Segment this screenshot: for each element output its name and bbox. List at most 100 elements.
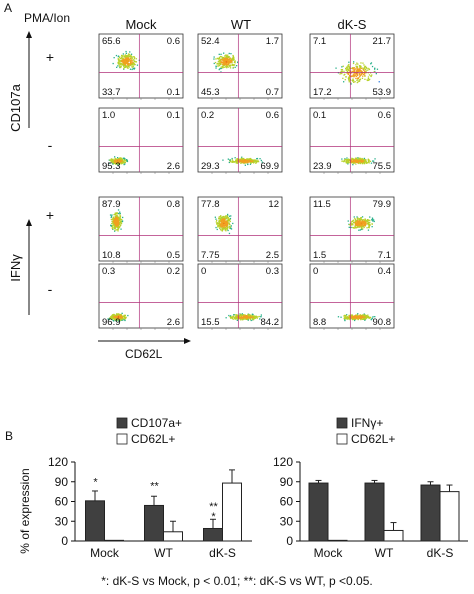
- flow-event-dot: [121, 63, 124, 65]
- flow-event-dot: [127, 65, 130, 68]
- flow-event-dot: [255, 160, 257, 162]
- flow-event-dot: [362, 318, 364, 320]
- flow-event-dot: [354, 69, 356, 71]
- flow-event-dot: [242, 314, 244, 316]
- flow-event-dot: [229, 67, 232, 69]
- flow-event-dot: [236, 159, 238, 162]
- flow-event-dot: [247, 318, 249, 321]
- flow-event-dot: [218, 221, 220, 223]
- flow-event-dot: [117, 229, 119, 231]
- flow-event-dot: [361, 72, 363, 74]
- flow-event-dot: [224, 55, 226, 57]
- flow-event-dot: [358, 315, 360, 317]
- flow-event-dot: [121, 220, 123, 222]
- flow-event-dot: [362, 162, 364, 164]
- flow-event-dot: [355, 66, 357, 68]
- flow-event-dot: [352, 220, 354, 222]
- flow-event-dot: [360, 161, 363, 163]
- flow-panel-frame: [309, 196, 395, 262]
- flow-event-dot: [364, 319, 366, 321]
- flow-event-dot: [233, 57, 235, 59]
- flow-event-dot: [222, 64, 224, 66]
- flow-event-dot: [355, 227, 358, 229]
- flow-event-dot: [213, 56, 215, 58]
- flow-event-dot: [120, 318, 122, 320]
- flow-event-dot: [354, 220, 357, 222]
- flow-event-dot: [347, 317, 349, 319]
- flow-event-dot: [117, 157, 119, 159]
- flow-event-dot: [133, 68, 135, 70]
- flow-event-dot: [360, 221, 363, 223]
- flow-event-dot: [341, 69, 344, 71]
- flow-event-dot: [365, 69, 367, 71]
- flow-event-dot: [348, 81, 350, 83]
- flow-event-dot: [337, 316, 340, 318]
- quadrant-value-ll: 96.9: [102, 317, 121, 328]
- flow-event-dot: [347, 73, 349, 75]
- flow-panel: 7.1 21.7 17.2 53.9: [309, 33, 395, 100]
- flow-event-dot: [218, 62, 221, 64]
- flow-event-dot: [356, 224, 358, 226]
- flow-event-dot: [350, 67, 352, 69]
- flow-event-dot: [246, 161, 248, 163]
- flow-event-dot: [121, 220, 124, 222]
- flow-event-dot: [368, 227, 370, 229]
- flow-event-dot: [222, 222, 224, 224]
- flow-event-dot: [361, 316, 363, 318]
- flow-event-dot: [227, 64, 229, 66]
- flow-cytometry-grid: 65.6 0.6 33.7 0.1 52.4 1.7 45.3 0.7 7.1 21.7 17.2 5…: [98, 33, 395, 330]
- flow-event-dot: [110, 160, 112, 162]
- flow-event-dot: [229, 217, 232, 220]
- flow-event-dot: [128, 66, 130, 68]
- flow-event-dot: [356, 221, 359, 223]
- flow-event-dot: [352, 158, 354, 160]
- flow-event-dot: [227, 158, 229, 160]
- flow-event-dot: [364, 159, 366, 161]
- quadrant-value-ul: 0.3: [102, 266, 115, 277]
- flow-event-dot: [346, 72, 349, 74]
- flow-event-dot: [117, 59, 120, 61]
- flow-event-dot: [220, 53, 222, 55]
- flow-event-dot: [220, 56, 222, 58]
- flow-event-dot: [362, 62, 364, 64]
- flow-event-dot: [365, 67, 367, 70]
- flow-event-dot: [120, 221, 122, 223]
- flow-event-dot: [226, 61, 229, 64]
- flow-event-dot: [354, 317, 356, 319]
- flow-event-dot: [217, 226, 219, 228]
- flow-event-dot: [113, 314, 115, 317]
- flow-event-dot: [233, 314, 235, 316]
- flow-event-dot: [234, 317, 236, 319]
- flow-event-dot: [245, 161, 247, 163]
- flow-event-dot: [221, 229, 223, 231]
- flow-event-dot: [130, 62, 133, 64]
- flow-event-dot: [355, 70, 357, 72]
- flow-event-dot: [225, 65, 227, 67]
- flow-event-dot: [350, 317, 352, 319]
- flow-event-dot: [343, 70, 345, 72]
- flow-event-dot: [116, 313, 118, 315]
- flow-event-dot: [122, 315, 124, 317]
- flow-event-dot: [126, 60, 128, 62]
- quadrant-value-lr: 0.5: [167, 250, 180, 261]
- flow-event-dot: [248, 314, 251, 316]
- flow-event-dot: [118, 223, 121, 225]
- flow-event-dot: [131, 57, 133, 60]
- flow-event-dot: [226, 67, 228, 69]
- flow-event-dot: [359, 314, 361, 316]
- flow-event-dot: [115, 216, 117, 218]
- flow-event-dot: [245, 159, 247, 161]
- flow-event-dot: [373, 220, 375, 223]
- flow-event-dot: [223, 219, 225, 221]
- flow-event-dot: [126, 57, 129, 59]
- flow-event-dot: [221, 227, 223, 229]
- flow-event-dot: [346, 162, 348, 164]
- flow-event-dot: [127, 58, 129, 60]
- flow-event-dot: [219, 223, 221, 225]
- flow-event-dot: [228, 215, 231, 217]
- flow-event-dot: [227, 226, 229, 228]
- row-sign-4: -: [48, 281, 53, 297]
- flow-event-dot: [241, 160, 243, 163]
- flow-event-dot: [237, 159, 239, 162]
- flow-event-dot: [232, 318, 234, 320]
